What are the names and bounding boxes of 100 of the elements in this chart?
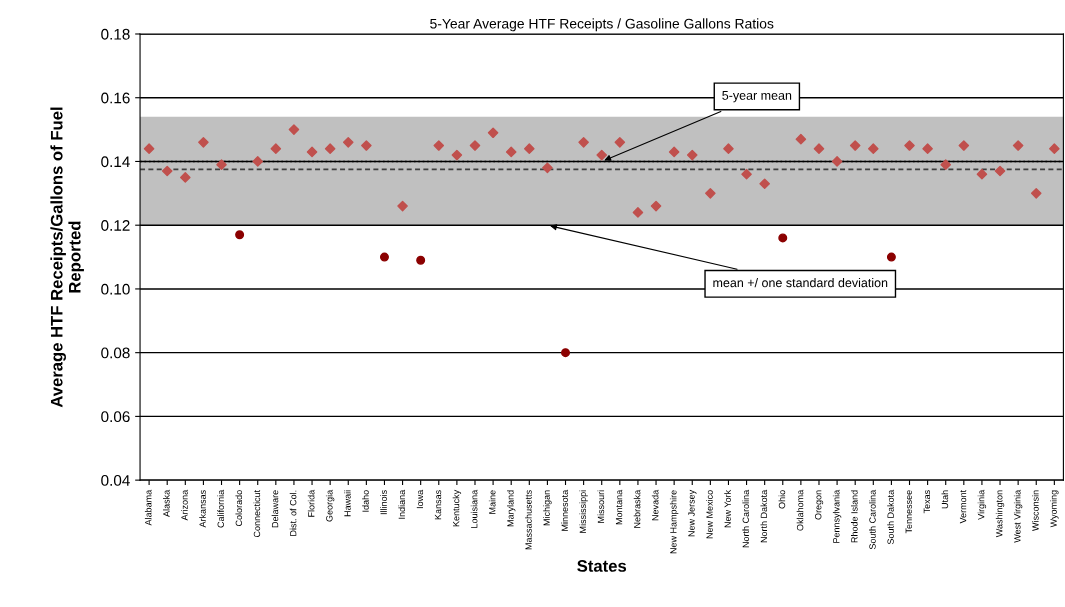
x-tick-label: Washington: [995, 490, 1005, 538]
x-tick-label: Alaska: [163, 489, 170, 517]
point: [994, 165, 1006, 177]
x-tick-label: Wisconsin: [1032, 490, 1039, 531]
point: [270, 143, 282, 155]
x-tick-label: Ohio: [778, 490, 786, 509]
point: [1030, 188, 1042, 199]
x-tick-label: Arizona: [181, 489, 188, 521]
point: [650, 200, 662, 212]
point: [976, 168, 988, 180]
point: [524, 143, 535, 155]
point: [614, 137, 626, 148]
y-axis-title: Average HTF Receipts/Gallons of Fuel Reported: [50, 107, 84, 408]
point: [324, 143, 336, 155]
point: [216, 159, 227, 170]
point: [561, 348, 571, 358]
y-tick-label: 0.10: [101, 283, 130, 295]
point: [542, 162, 553, 174]
x-tick-label: Texas: [923, 490, 931, 514]
point: [723, 143, 734, 155]
x-tick-label: Dist. of Col.: [289, 490, 297, 536]
point: [741, 168, 752, 180]
point: [361, 140, 372, 151]
x-tick-label: New Mexico: [706, 490, 713, 539]
x-tick-label: Maryland: [506, 490, 516, 527]
point: [632, 207, 644, 218]
point: [433, 140, 445, 151]
x-tick-label: Kansas: [434, 490, 442, 520]
point: [686, 149, 698, 161]
point: [778, 233, 788, 243]
x-tick-label: Hawaii: [344, 490, 351, 517]
point: [306, 146, 318, 158]
x-tick-label: New Hampshire: [669, 490, 679, 554]
point: [578, 137, 589, 148]
point: [342, 137, 354, 148]
y-tick-label: 0.16: [101, 92, 130, 104]
y-tick-label: 0.12: [101, 220, 130, 231]
y-tick-label: 0.14: [101, 156, 130, 168]
x-tick-label: Louisiana: [470, 489, 478, 528]
x-tick-label: South Carolina: [869, 489, 876, 550]
x-tick-label: Missouri: [597, 490, 605, 523]
x-tick-label: Pennsylvania: [832, 489, 842, 543]
point: [958, 140, 970, 151]
y-tick-label: 0.06: [101, 411, 130, 423]
x-tick-label: Oregon: [815, 490, 824, 520]
x-tick-label: Massachusetts: [525, 490, 532, 550]
x-tick-label: Rhode Island: [850, 490, 858, 543]
point: [379, 252, 389, 262]
point: [1012, 140, 1024, 151]
x-tick-label: New York: [724, 489, 731, 528]
x-tick-label: Nevada: [651, 489, 659, 521]
x-tick-label: Vermont: [959, 489, 967, 524]
y-tick-label: 0.08: [101, 347, 130, 359]
x-tick-label: Connecticut: [253, 489, 261, 538]
x-tick-label: Utah: [941, 490, 949, 509]
x-tick-label: Maine: [488, 490, 496, 514]
x-tick-label: Tennessee: [905, 490, 912, 534]
point: [198, 137, 209, 148]
x-tick-label: Colorado: [235, 490, 243, 527]
point: [416, 255, 426, 265]
x-tick-label: Minnesota: [561, 489, 568, 531]
point: [1049, 143, 1060, 155]
point: [288, 124, 300, 135]
point: [867, 143, 879, 155]
point: [252, 156, 264, 167]
x-tick-label: New Jersey: [688, 489, 697, 537]
point: [235, 230, 245, 240]
x-tick-label: Alabama: [144, 489, 152, 526]
point: [596, 149, 608, 161]
point: [180, 172, 191, 183]
x-tick-label: Illinois: [380, 490, 387, 515]
x-tick-label: Delaware: [271, 490, 279, 528]
point: [831, 156, 843, 167]
point: [487, 127, 499, 139]
point: [505, 146, 517, 158]
chart-title: 5-Year Average HTF Receipts / Gasoline Gallons Ratios: [430, 18, 774, 32]
point: [922, 143, 933, 155]
x-tick-label: North Carolina: [742, 489, 749, 548]
point: [904, 140, 915, 151]
point: [161, 165, 173, 177]
point: [759, 178, 770, 190]
x-tick-label: Kentucky: [452, 489, 462, 527]
x-axis-title: States: [577, 560, 627, 572]
x-tick-label: Iowa: [416, 489, 424, 509]
x-tick-label: South Dakota: [887, 489, 894, 545]
point: [668, 146, 680, 158]
x-tick-label: North Dakota: [760, 489, 768, 543]
point: [705, 188, 716, 199]
x-tick-label: California: [217, 489, 224, 528]
x-tick-label: Idaho: [362, 490, 369, 512]
x-tick-label: Wyoming: [1050, 490, 1059, 528]
x-tick-label: Georgia: [325, 489, 335, 522]
annotation: mean +/ one standard deviation: [713, 278, 888, 288]
point: [143, 143, 155, 155]
x-tick-label: Nebraska: [633, 489, 641, 528]
point: [813, 143, 825, 155]
y-tick-label: 0.18: [101, 28, 130, 40]
point: [795, 133, 807, 145]
point: [397, 200, 408, 212]
y-tick-label: 0.04: [101, 475, 130, 486]
